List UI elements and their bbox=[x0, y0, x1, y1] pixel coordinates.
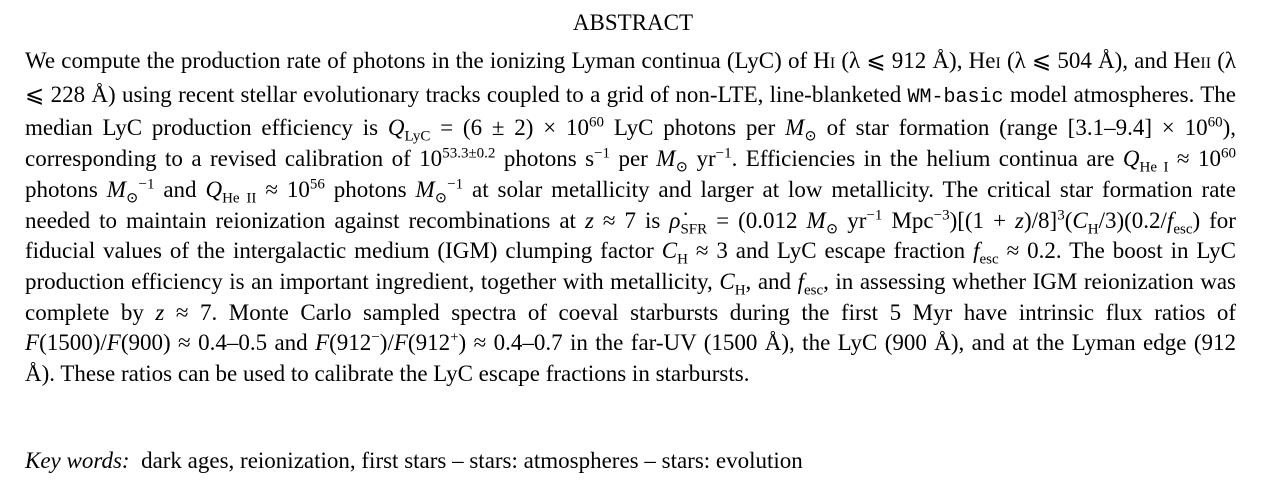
math-symbol: Q bbox=[205, 176, 223, 202]
math-symbol: z bbox=[155, 299, 165, 325]
abstract-text: yr bbox=[688, 146, 716, 172]
math-superscript: + bbox=[450, 329, 459, 346]
math-subscript: esc bbox=[979, 251, 999, 268]
abstract-text: ≈ 10 bbox=[1168, 146, 1221, 172]
ion-stage: I bbox=[995, 55, 1001, 72]
abstract-text: of star formation (range [3.1–9.4] × 10 bbox=[816, 115, 1208, 141]
math-superscript: −1 bbox=[594, 145, 611, 162]
abstract-text: , in assessing whether IGM reionization … bbox=[25, 268, 1237, 325]
math-subscript: esc bbox=[803, 282, 824, 299]
math-symbol: ρ̇ bbox=[669, 207, 681, 233]
math-symbol: M bbox=[656, 146, 676, 172]
abstract-text: ≈ 3 and LyC escape fraction bbox=[687, 238, 974, 264]
math-symbol: F bbox=[393, 330, 408, 356]
abstract-text: ≈ 10 bbox=[256, 176, 310, 202]
math-symbol: M bbox=[415, 176, 435, 202]
abstract-text: ), corresponding to a revised calibratio… bbox=[25, 115, 1237, 172]
abstract-text: (900) ≈ 0.4–0.5 and bbox=[120, 330, 316, 356]
math-subscript: ⊙ bbox=[434, 190, 448, 207]
abstract-text: = (0.012 bbox=[707, 207, 807, 233]
math-subscript: H bbox=[677, 251, 688, 268]
abstract-text: (λ ⩽ 504 Å), and He bbox=[1000, 48, 1201, 73]
code-term: WM-basic bbox=[907, 85, 1004, 109]
abstract-paragraph: We compute the production rate of photon… bbox=[25, 46, 1236, 390]
math-symbol: z bbox=[584, 207, 594, 233]
math-subscript: SFR bbox=[680, 221, 708, 238]
abstract-text: )/ bbox=[379, 330, 394, 356]
abstract-text: and bbox=[154, 176, 206, 202]
abstract-text: LyC photons per bbox=[604, 115, 786, 141]
math-subscript: ⊙ bbox=[825, 221, 839, 238]
abstract-text: ≈ 7 is bbox=[593, 207, 670, 233]
math-symbol: f bbox=[797, 268, 804, 294]
abstract-text: ≈ 7. Monte Carlo sampled spectra of coev… bbox=[164, 299, 1237, 325]
keywords-text: dark ages, reionization, first stars – s… bbox=[129, 448, 803, 473]
math-symbol: z bbox=[1015, 207, 1024, 233]
math-symbol: Q bbox=[387, 115, 405, 141]
math-symbol: M bbox=[106, 176, 126, 202]
math-subscript: esc bbox=[1173, 221, 1193, 238]
abstract-text: (1500)/ bbox=[39, 330, 107, 356]
abstract-text: )/8] bbox=[1024, 207, 1058, 233]
math-superscript: −1 bbox=[866, 206, 883, 223]
abstract-text: (912 bbox=[329, 330, 372, 356]
math-symbol: Q bbox=[1122, 146, 1140, 172]
math-superscript: 60 bbox=[1220, 145, 1236, 162]
abstract-text: ) ≈ 0.4–0.7 in the far-UV (1500 Å), the … bbox=[25, 330, 1236, 387]
abstract-text: at solar metallicity and larger at low m… bbox=[25, 176, 1237, 233]
math-superscript: − bbox=[371, 329, 380, 346]
abstract-text: (912 bbox=[407, 330, 451, 356]
ion-stage: I bbox=[829, 55, 836, 72]
abstract-text: )[(1 + bbox=[949, 207, 1016, 233]
math-superscript: −1 bbox=[447, 176, 464, 193]
math-superscript: 3 bbox=[1057, 206, 1065, 223]
abstract-text: model atmospheres. The median LyC produc… bbox=[25, 81, 1236, 141]
math-superscript: −1 bbox=[715, 145, 732, 162]
abstract-text: photons bbox=[324, 176, 416, 202]
math-subscript: He I bbox=[1139, 159, 1169, 176]
abstract-text: /3)(0.2/ bbox=[1098, 207, 1167, 233]
math-symbol: F bbox=[106, 330, 121, 356]
math-superscript: −3 bbox=[933, 206, 950, 223]
math-symbol: M bbox=[806, 207, 826, 233]
math-subscript: ⊙ bbox=[125, 190, 139, 207]
abstract-text: yr bbox=[838, 207, 867, 233]
abstract-text: ≈ 0.2. The boost in LyC production effic… bbox=[25, 238, 1236, 294]
math-superscript: −1 bbox=[138, 176, 155, 193]
abstract-text: ( bbox=[1064, 207, 1073, 233]
abstract-text: photons bbox=[25, 176, 107, 202]
abstract-text: (λ ⩽ 228 Å) using recent stellar evoluti… bbox=[25, 48, 1237, 107]
math-subscript: H bbox=[1087, 221, 1099, 238]
math-symbol: f bbox=[973, 238, 980, 264]
abstract-text: photons s bbox=[495, 146, 595, 172]
ion-stage: II bbox=[1200, 55, 1212, 72]
abstract-text: . Efficiencies in the helium continua ar… bbox=[731, 146, 1123, 172]
math-symbol: C bbox=[661, 238, 678, 264]
keywords-line: Key words: dark ages, reionization, firs… bbox=[25, 446, 1236, 476]
math-superscript: 53.3±0.2 bbox=[442, 145, 496, 162]
math-superscript: 60 bbox=[589, 114, 605, 131]
abstract-text: (λ ⩽ 912 Å), He bbox=[835, 48, 996, 73]
math-superscript: 56 bbox=[309, 176, 325, 193]
math-subscript: ⊙ bbox=[675, 159, 689, 176]
math-subscript: He II bbox=[222, 190, 257, 207]
math-symbol: C bbox=[719, 268, 735, 294]
abstract-text: Mpc bbox=[882, 207, 934, 233]
abstract-heading: ABSTRACT bbox=[572, 10, 694, 35]
math-subscript: H bbox=[734, 282, 746, 299]
keywords-label: Key words: bbox=[25, 448, 130, 473]
math-symbol: F bbox=[315, 330, 330, 356]
abstract-text: ) for fiducial values of the intergalact… bbox=[25, 207, 1236, 264]
abstract-text: = (6 ± 2) × 10 bbox=[430, 115, 590, 141]
math-symbol: f bbox=[1166, 207, 1174, 233]
math-superscript: 60 bbox=[1207, 114, 1223, 131]
abstract-text: , and bbox=[745, 268, 798, 294]
math-symbol: F bbox=[25, 330, 40, 356]
math-symbol: C bbox=[1072, 207, 1088, 233]
math-symbol: M bbox=[785, 115, 805, 141]
abstract-text: We compute the production rate of photon… bbox=[25, 48, 830, 73]
abstract-text: per bbox=[610, 146, 657, 172]
math-subscript: ⊙ bbox=[804, 129, 817, 145]
math-subscript: LyC bbox=[404, 129, 431, 145]
